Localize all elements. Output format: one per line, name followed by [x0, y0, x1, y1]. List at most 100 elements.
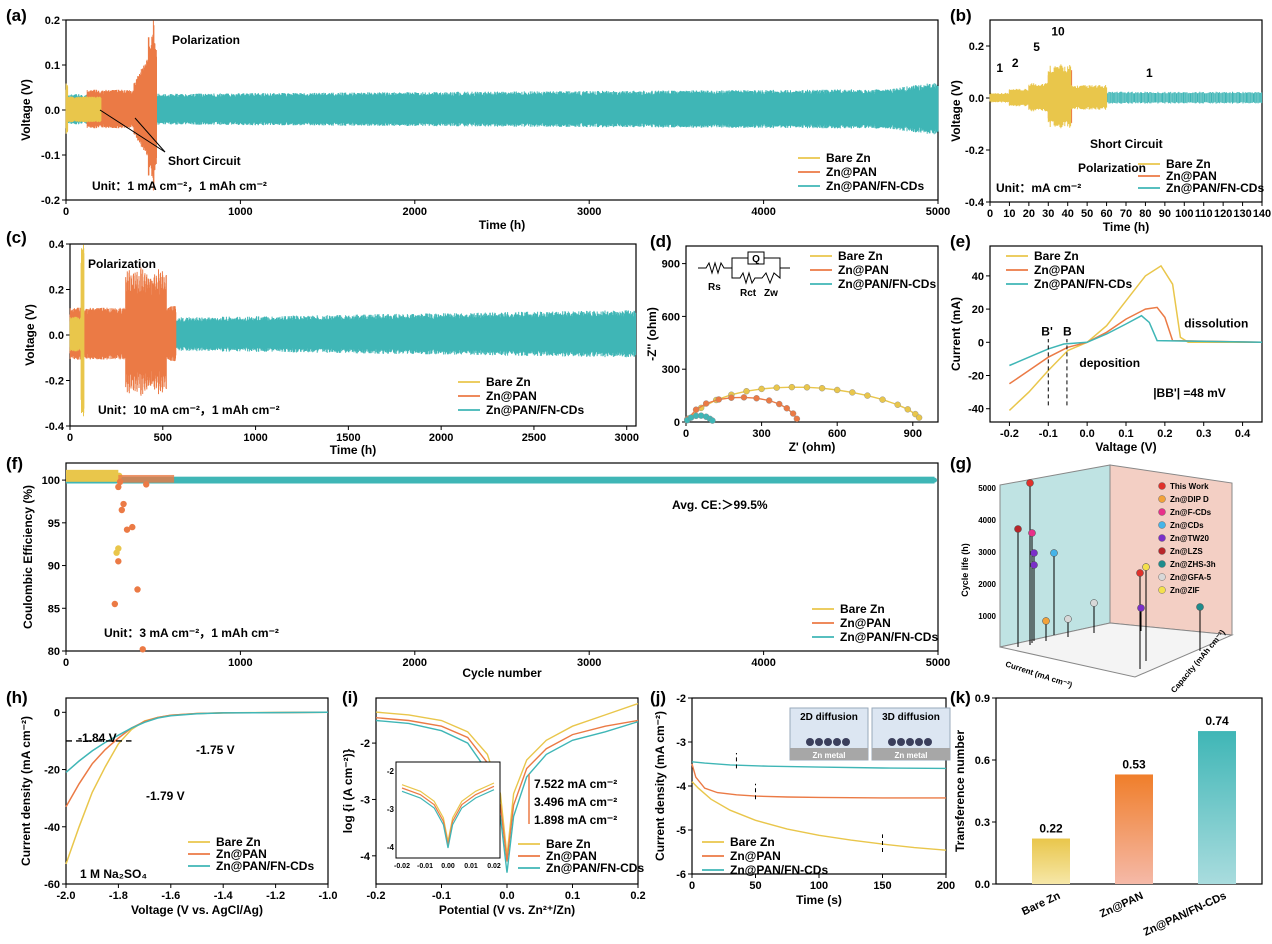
label-b-prime: B' [1041, 325, 1053, 339]
series-bare [69, 244, 85, 417]
x-tick-label: 120 [1214, 208, 1232, 220]
zn-atom [824, 738, 832, 746]
inset-x-tick-label: -0.01 [417, 863, 433, 870]
x-tick-label: 80 [1139, 208, 1151, 220]
y-tick-label: -2 [360, 738, 370, 750]
y-tick-label: 3000 [978, 548, 996, 557]
panel-label-k: (k) [950, 688, 971, 707]
chart-d: 0 300 600 900 0 300 600 900 Z' (ohm) -Z'' (ohm) Q R… [645, 245, 939, 454]
arrow-line [99, 109, 166, 153]
legend-marker [1158, 521, 1166, 529]
rate-label: 1 [1146, 66, 1153, 80]
y-tick-label: 4000 [978, 516, 996, 525]
series-cds-end-point [932, 477, 938, 483]
annotation-bb: |BB'| =48 mV [1153, 386, 1226, 400]
legend-marker [1158, 534, 1166, 542]
x-tick-label: -0.2 [1000, 428, 1019, 440]
x-tick-label: 1000 [243, 432, 267, 444]
legend-label: Zn@ZIF [1170, 586, 1200, 595]
y-tick-label: 0.1 [45, 60, 60, 72]
x-axis-label: Time (h) [479, 218, 525, 232]
legend-label: Zn@GFA-5 [1170, 573, 1212, 582]
y-tick-label: -5 [676, 825, 686, 837]
x-axis-label: Time (h) [1103, 220, 1149, 234]
legend-label: Bare Zn [546, 837, 591, 851]
pan-point [143, 481, 150, 488]
y-tick-label: -60 [44, 879, 60, 891]
chart-g: 1000 2000 3000 4000 5000 Cycle life (h) Curren… [960, 464, 1234, 695]
y-tick-label: 0 [54, 707, 60, 719]
legend-label: Zn@PAN/FN-CDs [838, 277, 936, 291]
resistor-rs [698, 261, 732, 275]
y-tick-label: 0.4 [49, 239, 65, 251]
x-tick-label: 900 [904, 428, 922, 440]
legend-label: Bare Zn [730, 835, 775, 849]
pin-head [1064, 615, 1072, 623]
x-tick-label: 0 [63, 657, 69, 669]
circuit-inset: Q Rs Rct Zw [698, 251, 790, 299]
x-tick-label: 0.0 [499, 890, 514, 902]
x-tick-label: 20 [1023, 208, 1035, 220]
annotation-icorr-2: 3.496 mA cm⁻² [534, 795, 617, 809]
x-category-label: Zn@PAN [1098, 890, 1145, 921]
panel-h: -2.0 -1.8 -1.6 -1.4 -1.2 -1.0 -60 -40 -20 0 Voltag… [0, 688, 342, 944]
legend-marker [1158, 560, 1166, 568]
y-tick-label: 2000 [978, 580, 996, 589]
x-tick-label: 3000 [577, 206, 601, 218]
y-axis-label: Current density (mA cm⁻²) [19, 716, 33, 866]
y-axis-label: Coulombic Efficiency (%) [21, 485, 35, 629]
pin-head [1030, 549, 1038, 557]
circuit-wires [731, 257, 790, 285]
y-tick-label: 300 [662, 364, 680, 376]
inset-x-tick-label: 0.01 [464, 863, 478, 870]
plot-frame [65, 462, 939, 652]
legend-label: Zn@ZHS-3h [1170, 560, 1216, 569]
chart-b: 0 10 20 30 40 50 60 70 80 90 100 110 120 130 140-0.4-0… [949, 19, 1271, 234]
x-tick-label: 110 [1195, 208, 1213, 220]
panel-label-j: (j) [650, 688, 667, 707]
y-tick-label: 0.0 [45, 105, 60, 117]
chart-a: 0 1000 2000 3000 4000 5000 -0.2 -0.1 0.0 0.1 0.2 Ti… [19, 15, 950, 232]
bar-0 [1032, 838, 1070, 884]
y-axis-label: Current (mA) [949, 297, 963, 371]
x-tick-label: 0 [683, 428, 689, 440]
legend-label: Bare Zn [486, 375, 531, 389]
legend-label: Zn@PAN [840, 616, 891, 630]
y-tick-label: 0 [978, 337, 984, 349]
element-q-label: Q [752, 254, 760, 265]
y-axis-label: Voltage (V) [949, 80, 963, 142]
x-tick-label: 100 [1175, 208, 1193, 220]
nyquist-point [758, 385, 765, 393]
pan-point [129, 523, 136, 531]
zn-atom [888, 738, 896, 746]
legend-label: Bare Zn [1166, 157, 1211, 171]
legend-label: Zn@PAN [838, 263, 889, 277]
pan-point [115, 483, 122, 491]
x-tick-label: 1000 [228, 206, 252, 218]
legend-marker [1158, 508, 1166, 516]
x-tick-label: -0.2 [367, 890, 386, 902]
diffusion-title: 3D diffusion [882, 712, 940, 723]
series-cds [65, 83, 939, 135]
legend-marker [1158, 495, 1166, 503]
pan-point [134, 586, 141, 593]
x-tick-label: 60 [1100, 208, 1112, 220]
bar-value-label: 0.53 [1122, 757, 1146, 771]
inset-y-tick-label: -3 [387, 805, 395, 814]
annotation-icorr-3: 1.898 mA cm⁻² [534, 813, 617, 827]
y-tick-label: 0.0 [975, 879, 990, 891]
x-tick-label: 500 [154, 432, 172, 444]
y-tick-label: 0 [674, 417, 680, 429]
y-tick-label: 95 [48, 518, 60, 530]
nyquist-point [904, 406, 911, 413]
x-tick-label: 70 [1120, 208, 1132, 220]
annotation-deposition: deposition [1079, 356, 1140, 370]
y-axis-label: -Z'' (ohm) [645, 307, 659, 361]
x-tick-label: 200 [937, 880, 955, 892]
y-tick-label: 0.6 [975, 755, 990, 767]
chart-f: 0 1000 2000 3000 4000 5000 80 85 90 95 100 Cycle nu… [21, 462, 950, 680]
annotation-1: -1.84 V [78, 731, 117, 745]
legend-marker [1158, 586, 1166, 594]
panel-e: -0.2 -0.1 0.0 0.1 0.2 0.3 0.4 -40 -20 0 20 40 Valtag… [949, 230, 1272, 455]
element-rs-label: Rs [708, 282, 721, 293]
